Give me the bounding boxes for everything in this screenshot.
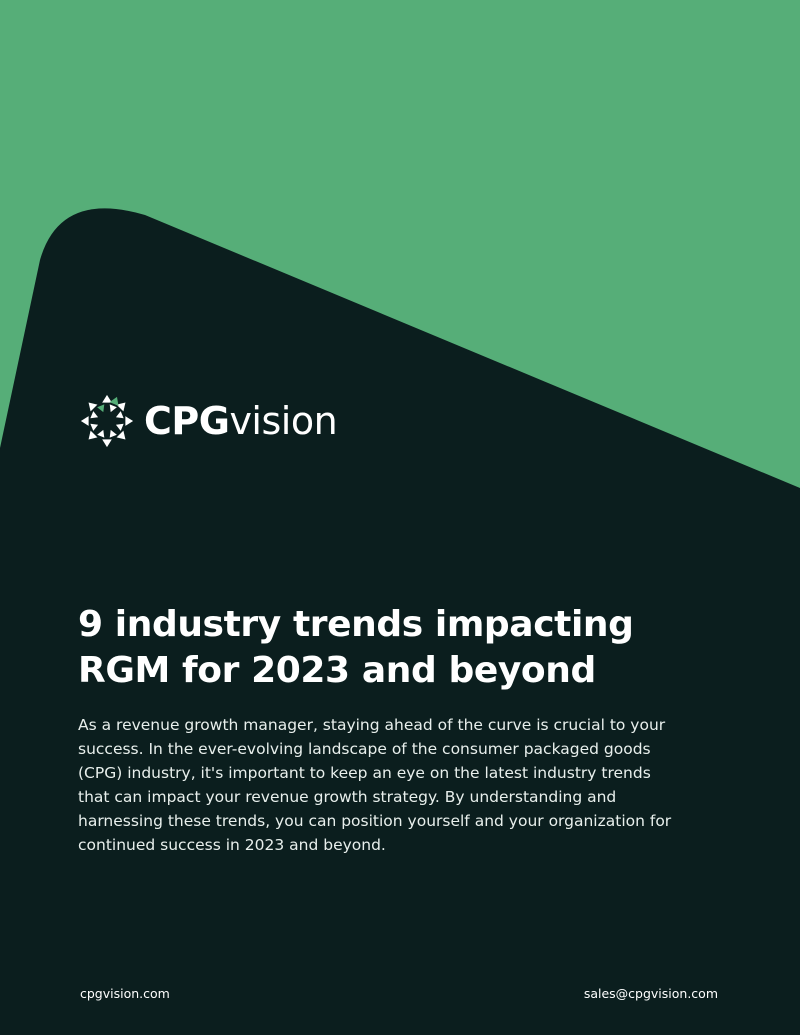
cpgvision-logo-icon xyxy=(80,394,134,448)
brand-logo: CPGvision xyxy=(78,392,338,450)
brand-wordmark-light: vision xyxy=(229,399,338,443)
brand-wordmark-bold: CPG xyxy=(144,399,230,443)
page-title: 9 industry trends impacting RGM for 2023… xyxy=(78,604,634,691)
dark-curved-panel xyxy=(0,208,800,1035)
brand-wordmark: CPGvision xyxy=(144,399,338,443)
email-link[interactable]: sales@cpgvision.com xyxy=(583,986,718,1001)
intro-paragraph: As a revenue growth manager, staying ahe… xyxy=(78,716,672,854)
website-link[interactable]: cpgvision.com xyxy=(80,986,170,1001)
